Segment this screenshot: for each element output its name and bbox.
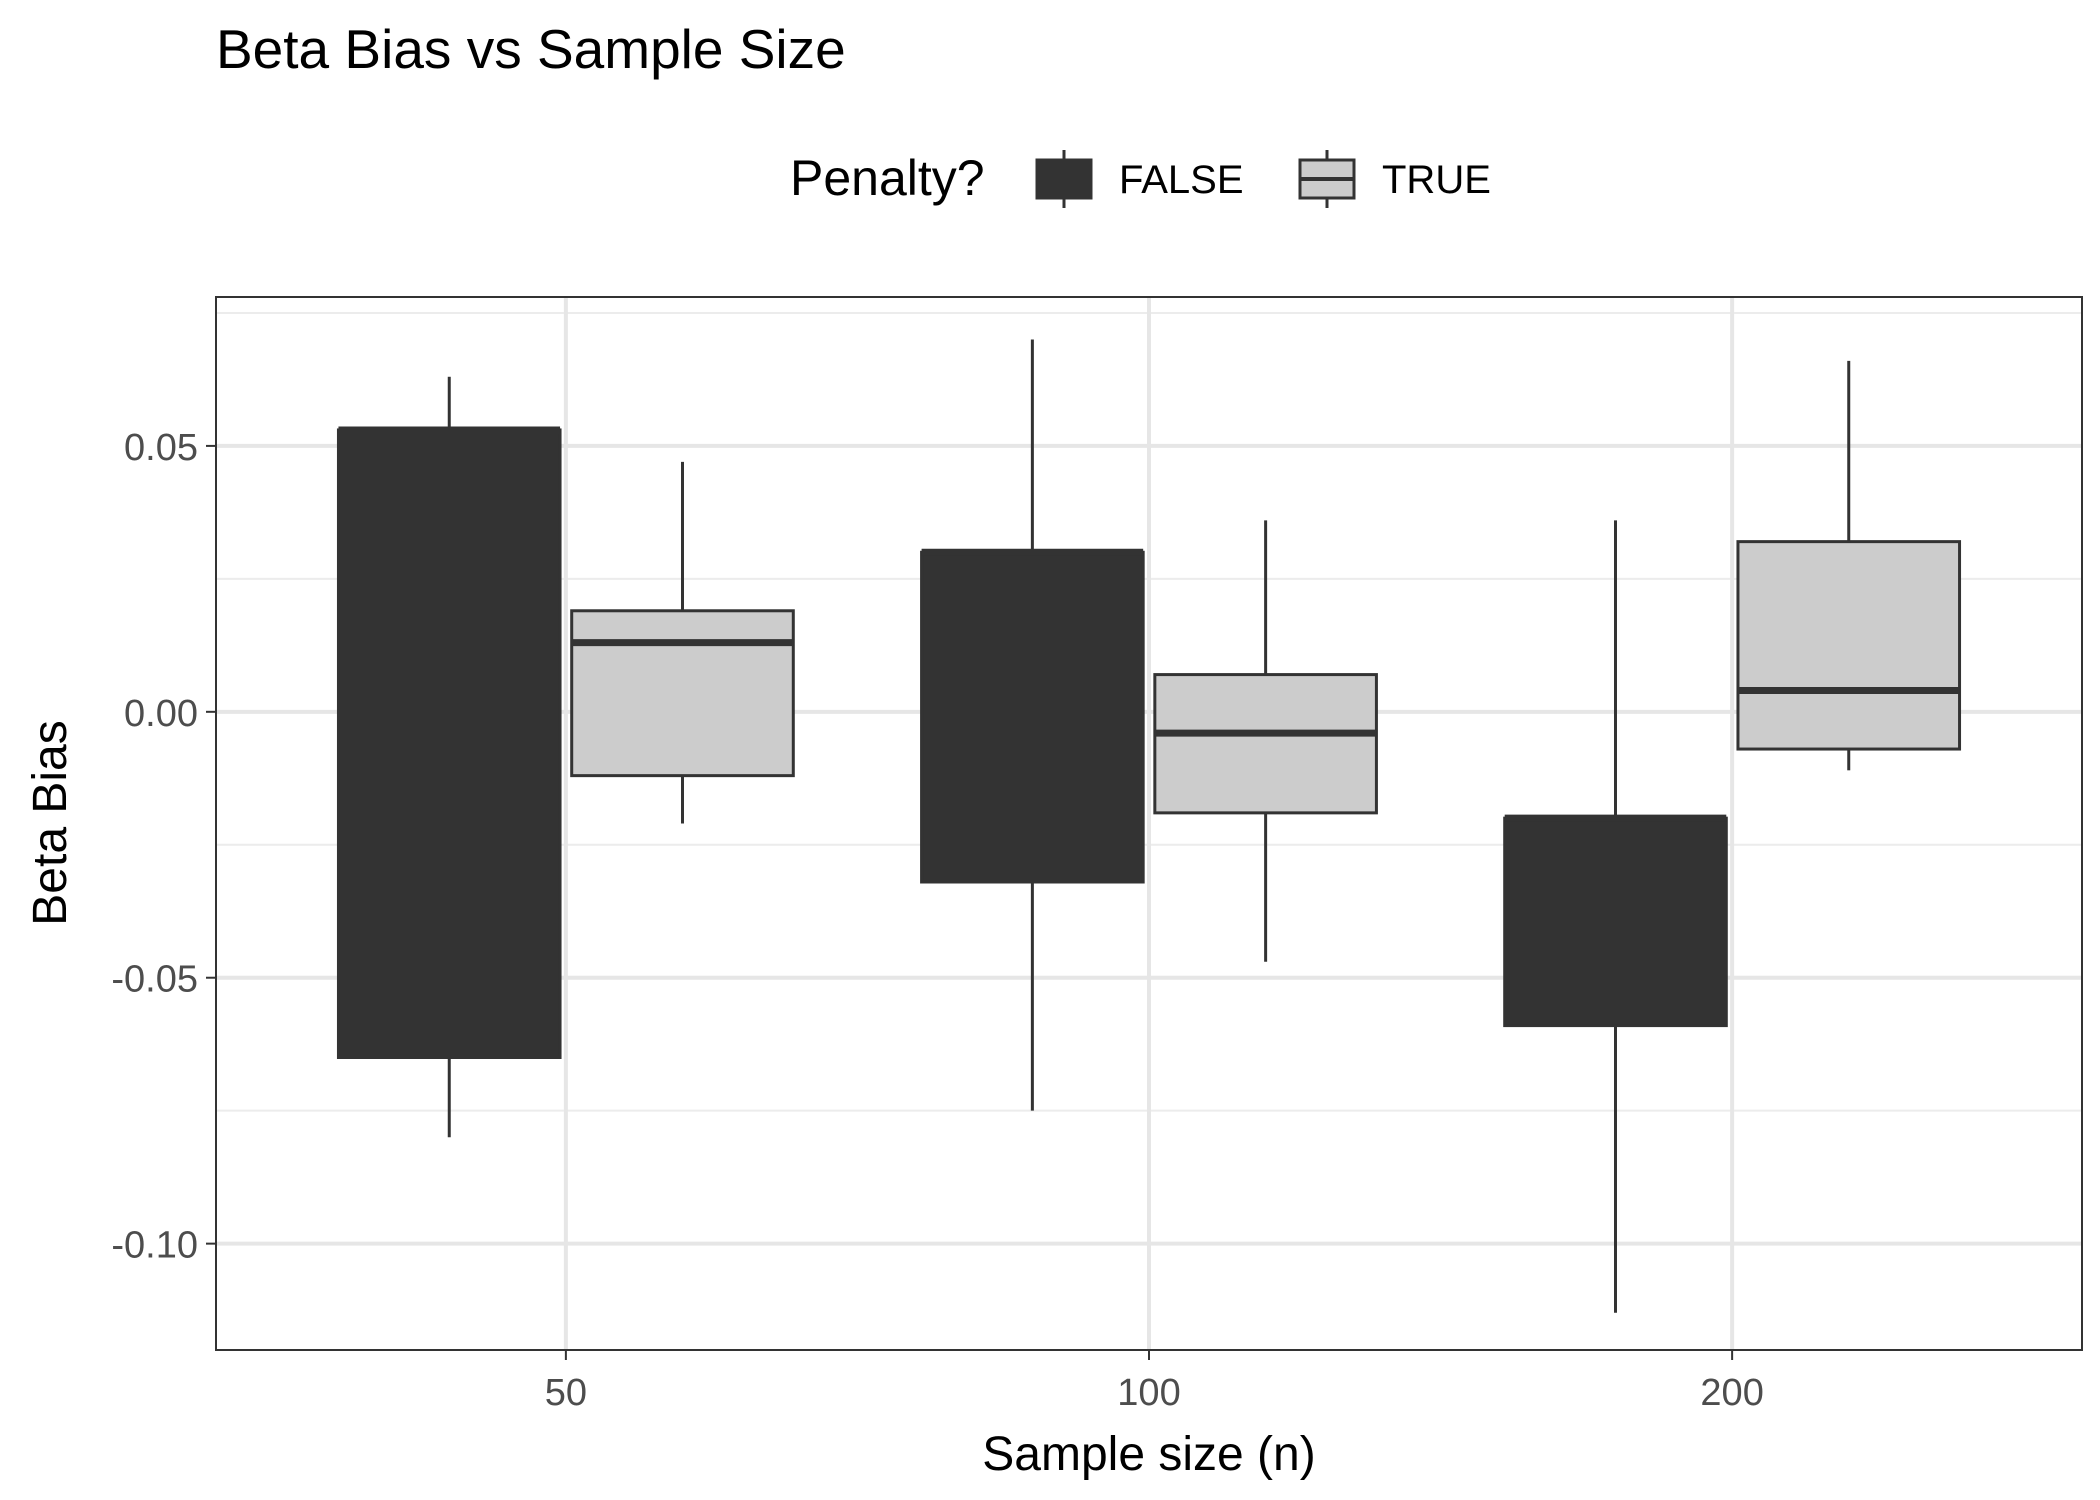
legend: Penalty? FALSE TRUE [790,150,1491,208]
box-iqr [570,609,795,778]
legend-label: FALSE [1119,158,1244,202]
y-tick-label: 0.00 [124,693,198,735]
box-iqr [1153,673,1378,815]
box-iqr [1736,540,1962,751]
legend-key-true [1298,150,1356,208]
y-axis-label: Beta Bias [24,720,77,925]
box-false-n100 [920,339,1145,1111]
box-false-n50 [336,376,562,1138]
y-tick-label: -0.10 [111,1225,198,1267]
box-false-n200 [1503,520,1728,1313]
y-axis: -0.10 -0.05 0.00 0.05 [111,427,216,1267]
legend-title: Penalty? [790,150,985,206]
x-tick-label: 200 [1700,1372,1763,1414]
chart-title: Beta Bias vs Sample Size [216,18,846,80]
x-axis-label: Sample size (n) [982,1428,1315,1481]
box-true-n200 [1736,360,1962,771]
box-iqr [336,428,562,1060]
x-axis: 50 100 200 [545,1350,1764,1414]
box-iqr [920,550,1145,884]
x-tick-label: 50 [545,1372,587,1414]
legend-label: TRUE [1382,158,1491,202]
box-true-n100 [1153,520,1378,962]
x-tick-label: 100 [1117,1372,1180,1414]
box-iqr [1503,816,1728,1028]
y-tick-label: 0.05 [124,427,198,469]
legend-key-false [1035,150,1093,208]
y-tick-label: -0.05 [111,959,198,1001]
plot-area [215,296,2083,1351]
box-true-n50 [570,461,795,824]
